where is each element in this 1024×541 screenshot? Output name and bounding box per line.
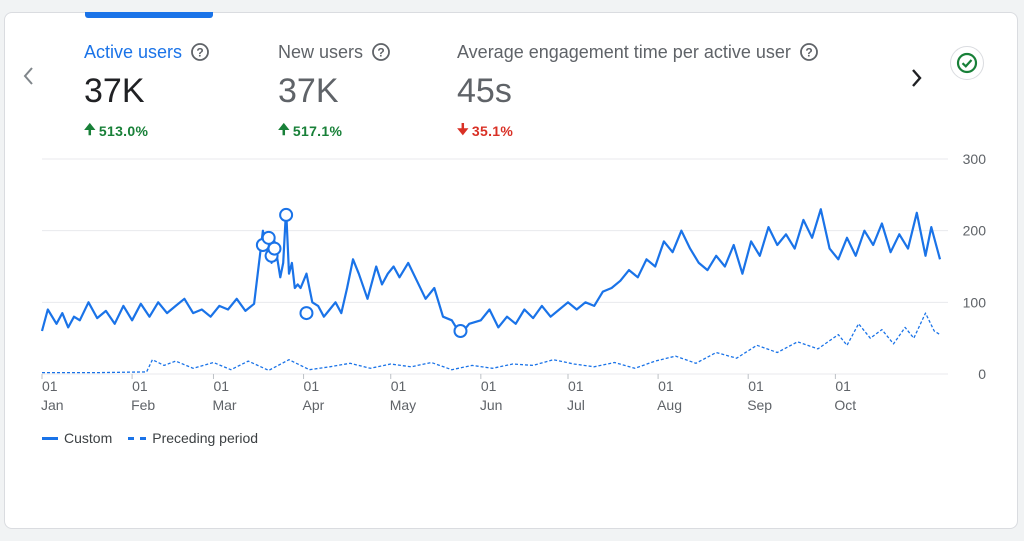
anomaly-point <box>299 306 314 321</box>
next-metrics-button[interactable] <box>905 64 927 92</box>
metric-value: 45s <box>457 72 512 110</box>
arrow-down-icon: 🠋 <box>457 121 469 137</box>
arrow-up-icon: 🠉 <box>278 121 290 137</box>
metric-change: 🠉 517.1% <box>278 119 391 143</box>
anomaly-point <box>453 324 468 338</box>
x-tick-label-day: 01 <box>748 378 764 394</box>
svg-text:?: ? <box>196 46 203 60</box>
x-tick-label-day: 01 <box>568 378 584 394</box>
chevron-right-icon <box>912 69 922 87</box>
legend-swatch-dashed <box>128 436 147 440</box>
metric-label: Average engagement time per active user <box>457 41 791 62</box>
x-tick-label-month: Feb <box>131 397 155 413</box>
x-tick-label-month: Apr <box>303 397 325 413</box>
legend-swatch-solid <box>42 436 58 440</box>
chevron-left-icon <box>23 67 33 85</box>
x-tick-label-day: 01 <box>304 378 320 394</box>
anomaly-point <box>267 241 282 256</box>
legend-label: Preceding period <box>152 430 259 446</box>
x-tick-label-month: Oct <box>834 397 856 413</box>
svg-text:?: ? <box>377 46 384 60</box>
y-tick-label: 300 <box>963 151 987 167</box>
series-line-custom <box>40 208 942 336</box>
x-tick-label-day: 01 <box>391 378 407 394</box>
chart-legend: Custom Preceding period <box>42 430 274 446</box>
metric-change: 🠉 513.0% <box>84 119 210 143</box>
chart-card <box>4 12 1018 529</box>
y-tick-label: 0 <box>978 366 986 382</box>
x-tick-label-day: 01 <box>132 378 148 394</box>
metric-avg-engagement-time[interactable]: Average engagement time per active user … <box>457 40 819 143</box>
selected-tab-indicator <box>85 12 213 18</box>
metric-new-users[interactable]: New users ? 37K 🠉 517.1% <box>278 40 391 143</box>
series-line-preceding-period <box>42 312 941 374</box>
metric-change: 🠋 35.1% <box>457 119 819 143</box>
x-tick-label-day: 01 <box>42 378 58 394</box>
x-tick-label-month: Jan <box>41 397 64 413</box>
x-tick-label-day: 01 <box>481 378 497 394</box>
metric-active-users[interactable]: Active users ? 37K 🠉 513.0% <box>84 40 210 143</box>
metric-label: New users <box>278 41 364 62</box>
x-tick-label-month: May <box>390 397 416 413</box>
y-tick-label: 200 <box>963 223 987 239</box>
anomaly-point <box>279 207 294 222</box>
legend-label: Custom <box>64 430 113 446</box>
x-tick-label-day: 01 <box>213 378 229 394</box>
x-tick-label-month: Sep <box>747 397 772 413</box>
x-tick-label-day: 01 <box>658 378 674 394</box>
x-tick-label-month: Mar <box>212 397 236 413</box>
metric-value: 37K <box>278 72 339 110</box>
metric-value: 37K <box>84 72 145 110</box>
x-tick-label-month: Jul <box>567 397 585 413</box>
svg-text:?: ? <box>805 46 812 60</box>
x-tick-label-month: Aug <box>657 397 682 413</box>
arrow-up-icon: 🠉 <box>84 121 96 137</box>
legend-item-custom[interactable]: Custom <box>42 430 112 446</box>
metric-label: Active users <box>84 41 183 62</box>
anomaly-point <box>261 230 276 245</box>
help-icon[interactable]: ? <box>371 42 391 62</box>
check-circle-icon <box>956 52 978 74</box>
x-tick-label-month: Jun <box>480 397 503 413</box>
x-tick-label-day: 01 <box>835 378 851 394</box>
help-icon[interactable]: ? <box>799 42 819 62</box>
help-icon[interactable]: ? <box>190 42 210 62</box>
y-tick-label: 100 <box>963 294 987 310</box>
legend-item-preceding[interactable]: Preceding period <box>128 430 258 446</box>
previous-metrics-button[interactable] <box>18 62 40 90</box>
data-quality-status-button[interactable] <box>950 46 984 80</box>
